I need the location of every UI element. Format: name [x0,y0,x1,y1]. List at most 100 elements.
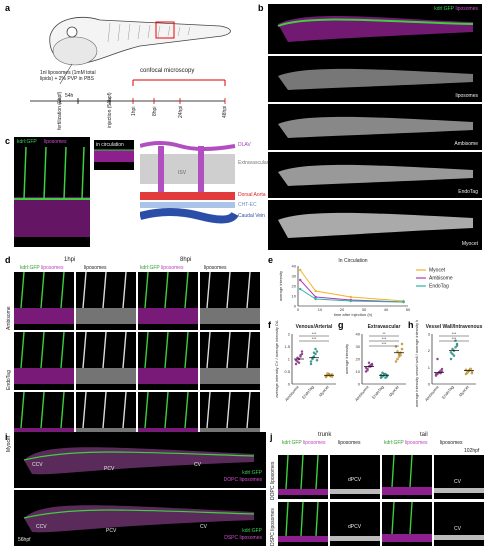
c-label-caudal-vein: Caudal Vein [238,213,265,219]
b-row-endotag: EndoTag [458,189,478,195]
panel-letter-b: b [258,3,264,13]
c-inset-label: in circulation [96,142,124,148]
panel-letter-j: j [270,432,273,442]
g-sig-label: *** [382,341,387,346]
d-vessel [20,392,25,429]
d-vessel [184,392,189,429]
panel-letter-e: e [268,255,274,265]
d-vessel [82,272,87,309]
h-point [464,372,468,376]
c-legend-green: kdrl:GFP [17,139,37,145]
j-dspc-trunk-lipo: dPCV [330,502,380,546]
c-label-isv: ISV [178,170,187,176]
h-ytick: 0 [428,382,431,387]
g-ytick: 10 [356,369,361,374]
g-point [384,376,387,379]
g-xtick-endotag: EndoTag [371,384,385,399]
e-ytick: 0 [294,304,297,309]
d-cht-band [76,368,136,384]
j-dspc-tail-lipo: CV [434,502,484,546]
panel-letter-a: a [5,3,11,13]
d-cht-band [200,368,260,384]
j-row-dopc: DOPC liposomes [270,461,276,500]
d-vessel [102,392,107,429]
d-time-8hpi: 8hpi [180,257,192,263]
g-ytick: 30 [356,344,361,349]
d-vessel [82,392,87,429]
f-point [300,350,304,353]
b-row-myocet: Myocet [461,241,478,247]
e-point-endotag [299,287,302,291]
b-row-ambisome: Ambisome [454,141,478,147]
d-row-ambisome: Ambisome [6,306,12,330]
d-vessel [184,272,189,309]
d-vessel [184,332,189,369]
h-point [451,352,454,356]
panel-b-myocet-image: Myocet [268,200,482,250]
e-legend-ambisome: Ambisome [429,276,453,282]
i-bottom-cv: CV [200,524,207,530]
f-ytick: 0 [288,382,291,387]
d-vessel [246,392,251,429]
e-xtick: 10 [318,307,323,312]
timeline-24hpi: 24hpi [178,105,184,118]
d-cht-band [76,308,136,324]
d-vessel [226,272,231,309]
i-bottom-ccv: CCV [36,524,47,530]
d-vessel [122,272,127,309]
j-dspc-cv: CV [454,526,461,532]
f-point [315,350,319,353]
panel-letter-h: h [408,320,414,330]
d-image-r1-c2 [138,332,198,390]
h-ytick: 1 [428,365,431,370]
b-legend-magenta: liposomes [455,6,478,12]
g-sig-label: *** [382,336,387,341]
e-point-endotag [349,299,352,303]
f-sig-label: *** [312,331,317,336]
d-col-lipo-2: liposomes [204,265,227,271]
panel-c-vessel-schematic [140,141,239,224]
d-vessel [226,392,231,429]
j-stage: 102hpf [464,448,480,454]
d-image-r0-c1 [76,272,136,330]
i-bottom-pcv: PCV [106,528,117,534]
d-cht-band [14,308,74,324]
panel-letter-g: g [338,320,344,330]
f-point [294,359,298,362]
g-xtick-ambisome: Ambisome [354,384,370,402]
e-series-line-myocet [299,269,404,302]
d-vessel [122,332,127,369]
j-row-dspc: DSPC liposomes [270,508,276,546]
chart-h: Vessel Wall/Intravenous 0 1 2 3 average inten… [414,320,483,407]
d-vessel [164,272,169,309]
f-ytick: 1 [288,357,291,362]
panel-c-overview-image: kdrl:GFP liposomes [14,137,90,247]
d-vessel [164,332,169,369]
g-point [396,350,399,353]
f-point [296,356,299,359]
j-col-merge-2: kdrl:GFP liposomes [384,440,428,446]
f-ytick: 1.5 [284,344,290,349]
timeline-48hpi: 48hpi [222,105,228,118]
f-point [314,347,317,351]
e-legend-myocet: Myocet [429,268,446,274]
panel-letter-d: d [5,255,11,265]
g-point [400,347,404,351]
d-vessel [122,392,127,429]
f-xtick-endotag: EndoTag [301,384,315,399]
d-vessel [246,332,251,369]
f-point [324,375,328,379]
f-ytick: 0.5 [284,369,290,374]
g-point [396,357,399,361]
g-point [382,372,386,376]
c-label-extravascular: Extravascular [238,160,269,166]
i-top-legend-green: kdrl:GFP [242,470,262,476]
d-image-r1-c0 [14,332,74,390]
panel-b-ambisome-image: Ambisome [268,104,482,150]
panel-i-dspc-image: CCV PCV CV 56hpf kdrl:GFP DSPC liposomes [14,490,266,546]
h-ytick: 2 [428,348,431,353]
f-xtick-ambisome: Ambisome [284,384,300,402]
confocal-label: confocal microscopy [140,68,195,74]
f-sig-label: *** [312,336,317,341]
d-time-1hpi: 1hpi [64,257,76,263]
